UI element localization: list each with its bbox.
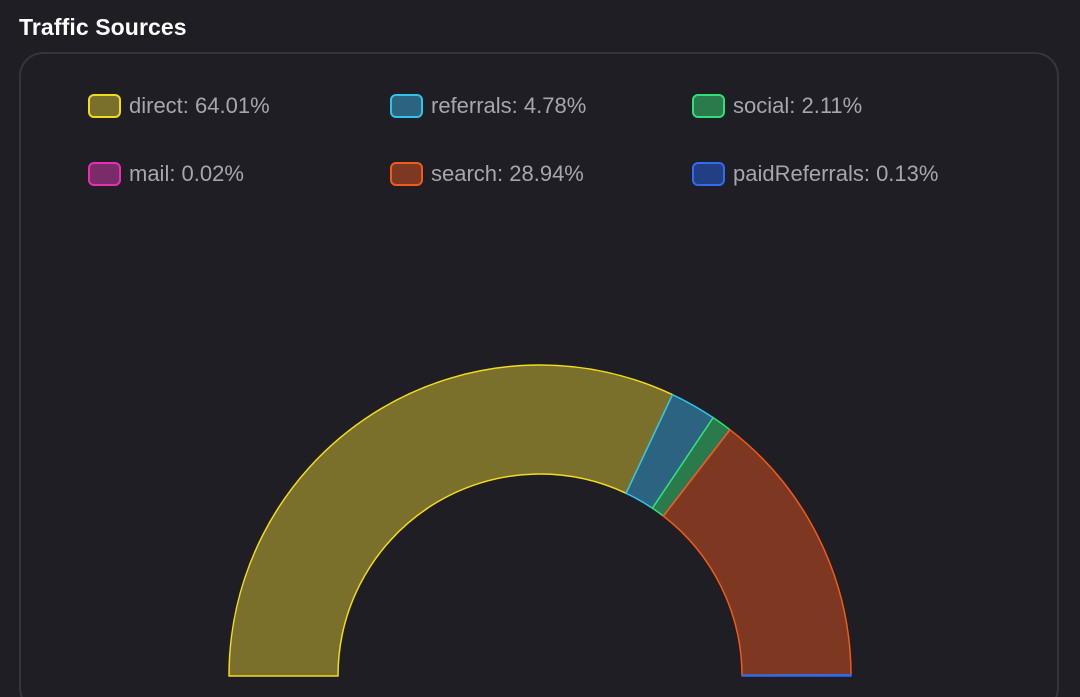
legend-label-referrals: referrals: 4.78% — [431, 93, 587, 118]
slice-direct[interactable] — [228, 364, 674, 677]
legend-swatch-paidReferrals — [692, 162, 725, 186]
legend-swatch-direct — [88, 94, 121, 118]
legend-label-search: search: 28.94% — [431, 161, 584, 186]
legend-item-referrals[interactable]: referrals: 4.78% — [390, 91, 586, 121]
legend-item-direct[interactable]: direct: 64.01% — [88, 91, 270, 121]
legend-swatch-referrals — [390, 94, 423, 118]
legend-item-mail[interactable]: mail: 0.02% — [88, 159, 244, 189]
section-title: Traffic Sources — [19, 14, 187, 40]
legend-label-paidReferrals: paidReferrals: 0.13% — [733, 161, 939, 186]
legend-item-social[interactable]: social: 2.11% — [692, 91, 862, 121]
legend-swatch-mail — [88, 162, 121, 186]
legend-swatch-social — [692, 94, 725, 118]
legend-label-direct: direct: 64.01% — [129, 93, 270, 118]
legend-item-search[interactable]: search: 28.94% — [390, 159, 584, 189]
legend-label-social: social: 2.11% — [733, 93, 863, 118]
slice-paidReferrals[interactable] — [741, 673, 852, 677]
legend-swatch-search — [390, 162, 423, 186]
legend-item-paidReferrals[interactable]: paidReferrals: 0.13% — [692, 159, 938, 189]
legend-label-mail: mail: 0.02% — [129, 161, 244, 186]
